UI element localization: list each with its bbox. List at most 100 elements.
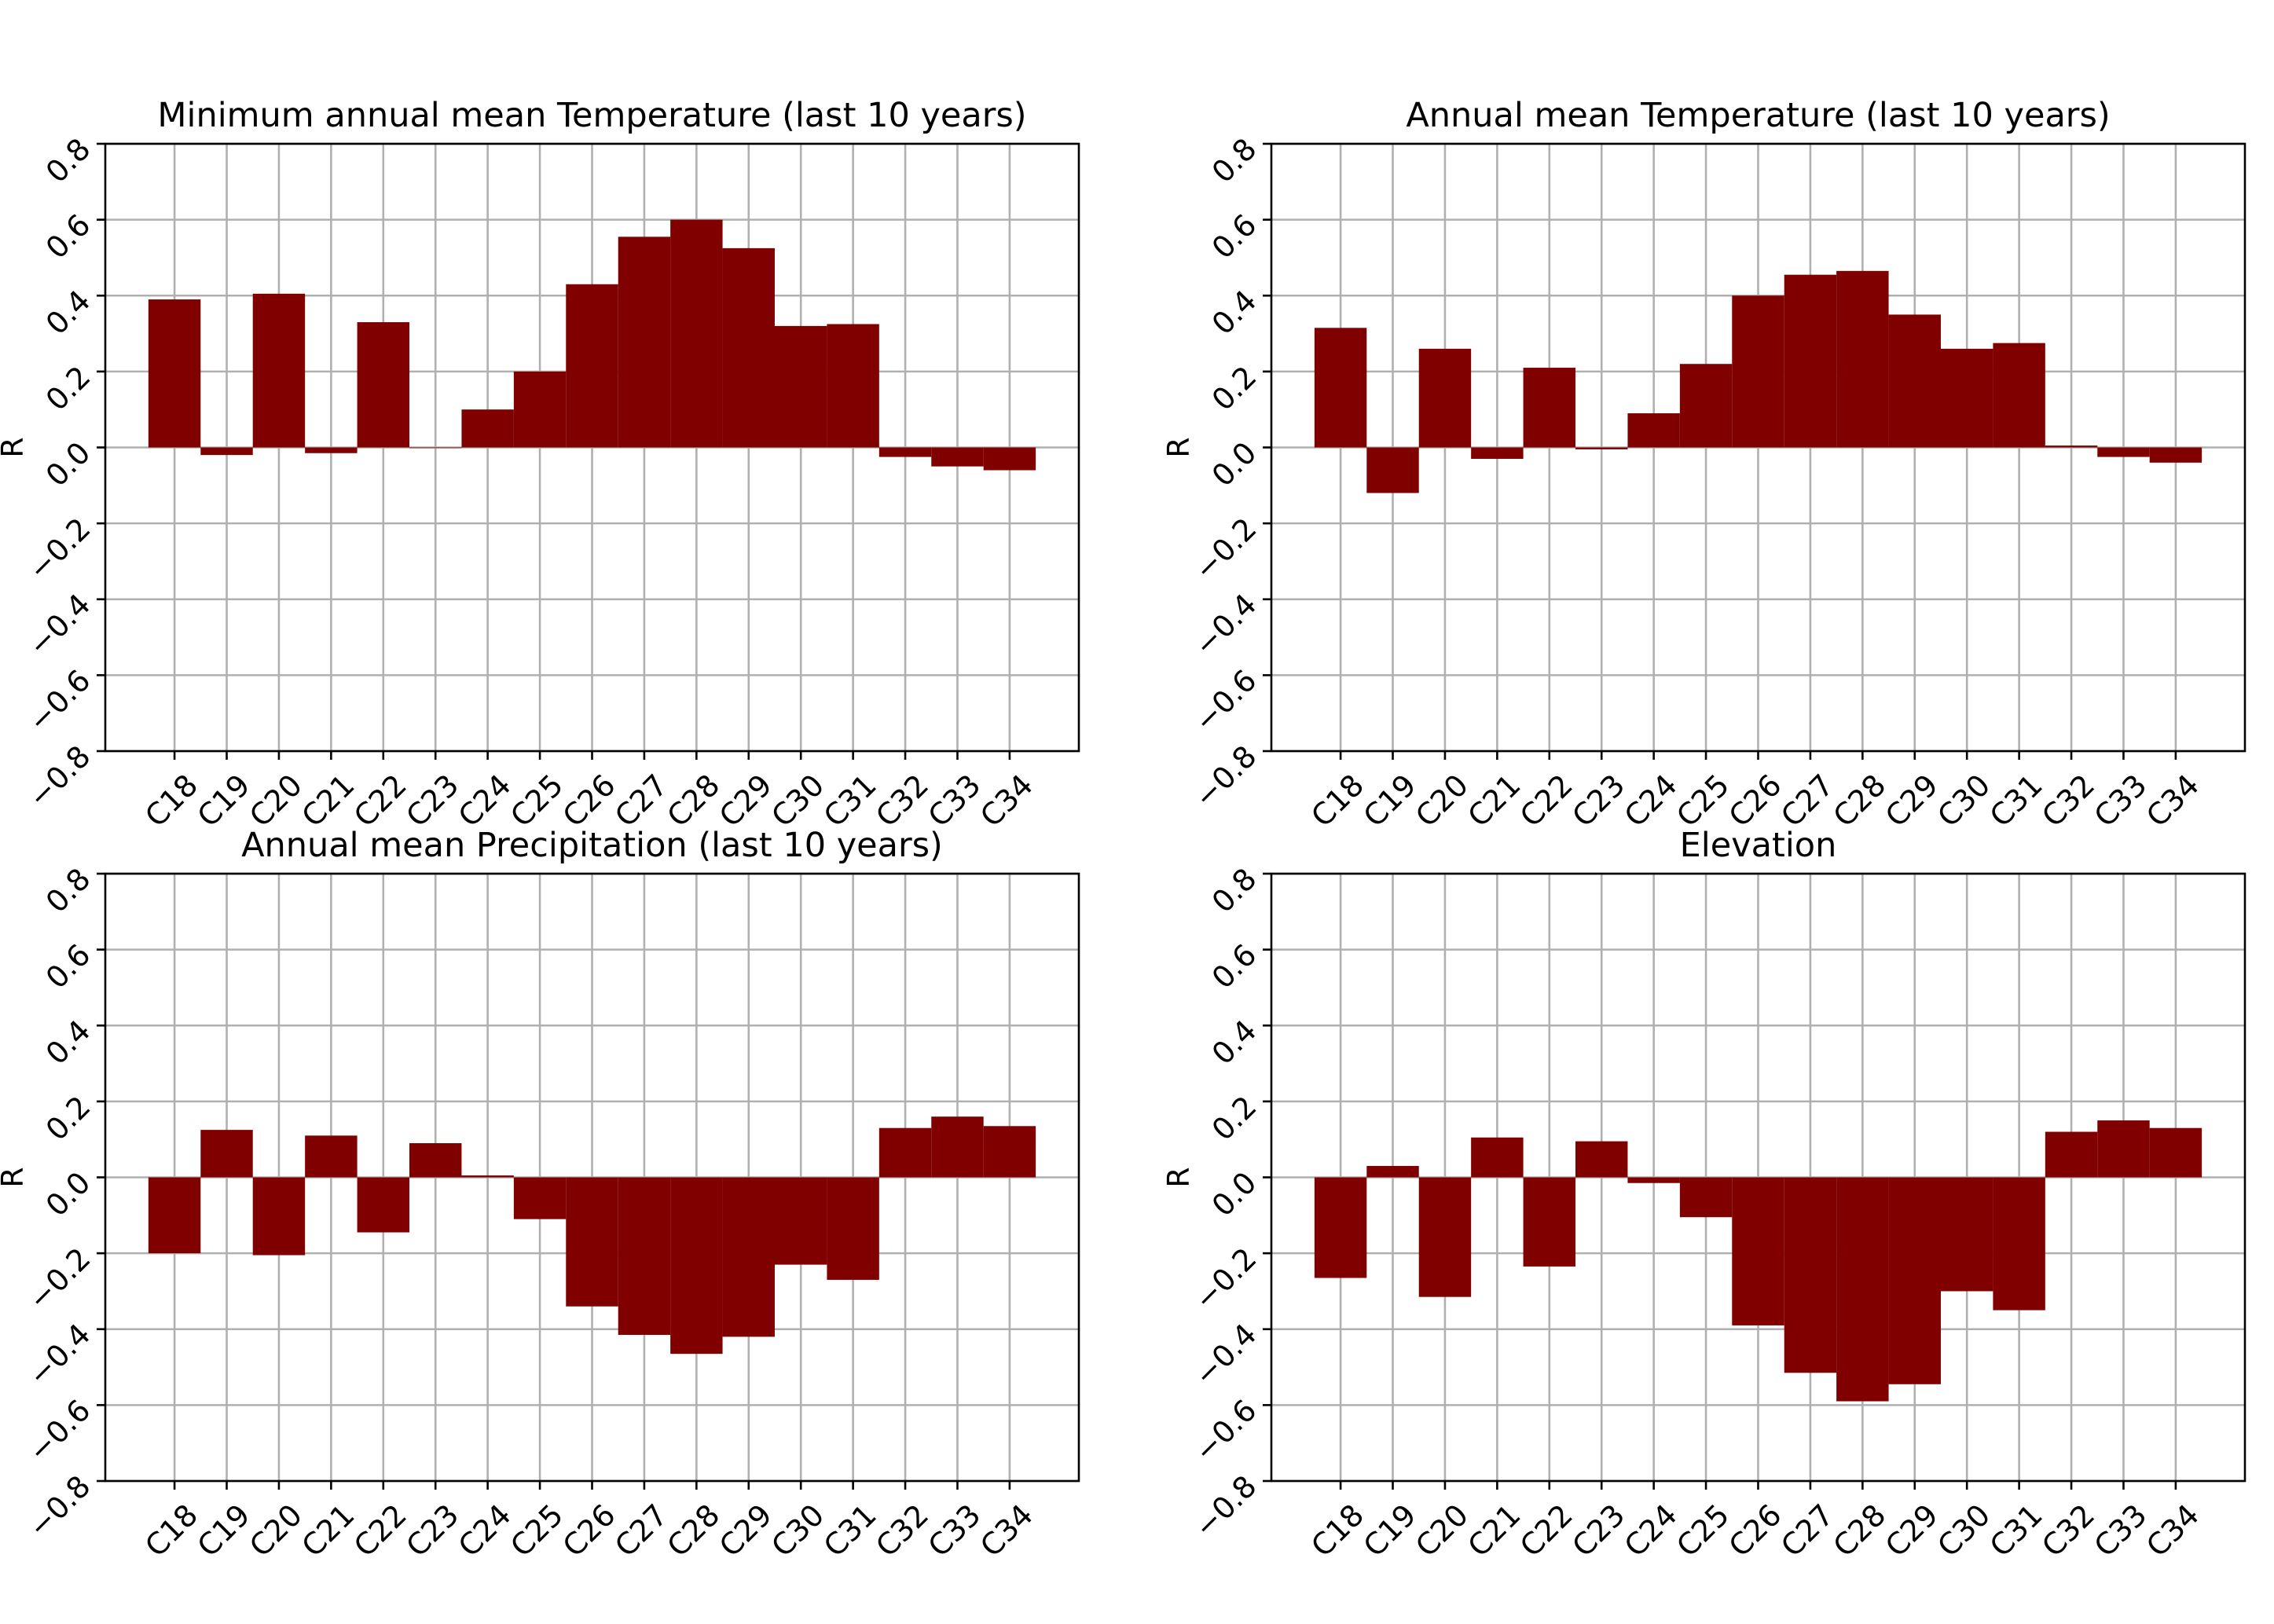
- bar-C32: [878, 1127, 932, 1178]
- bar-C23: [1575, 447, 1628, 449]
- bar-C30: [774, 1177, 827, 1265]
- bar-C24: [1627, 1177, 1680, 1183]
- x-tick-label: C20: [1409, 1498, 1475, 1564]
- y-tick-label: −0.8: [1187, 1468, 1263, 1544]
- bar-C26: [566, 1177, 618, 1307]
- x-tick-label: C32: [2035, 768, 2101, 834]
- bar-C33: [931, 447, 984, 467]
- x-tick-label: C23: [399, 768, 465, 834]
- x-tick-label: C19: [1357, 768, 1423, 834]
- bar-C34: [2149, 447, 2202, 463]
- x-tick-label: C28: [660, 1498, 726, 1564]
- bar-C22: [1523, 1177, 1576, 1267]
- x-tick-label: C28: [1826, 1498, 1892, 1564]
- bar-C30: [774, 325, 827, 448]
- x-tick-label: C33: [922, 768, 988, 834]
- bar-C20: [252, 293, 306, 448]
- bar-C34: [983, 1126, 1036, 1178]
- bar-C24: [461, 1175, 514, 1178]
- bar-C34: [2149, 1127, 2202, 1178]
- y-tick-label: −0.2: [21, 1241, 97, 1317]
- x-tick-label: C21: [295, 768, 361, 834]
- bar-C26: [1732, 1177, 1784, 1325]
- y-tick-label: 0.2: [39, 359, 97, 417]
- y-tick-label: −0.8: [1187, 739, 1263, 814]
- bar-C27: [618, 236, 671, 448]
- x-tick-label: C32: [2035, 1498, 2101, 1564]
- bar-C25: [513, 1177, 567, 1219]
- x-tick-label: C27: [1774, 768, 1840, 834]
- x-tick-label: C18: [1304, 1498, 1370, 1564]
- chart-title: Annual mean Temperature (last 10 years): [1406, 96, 2110, 135]
- x-tick-label: C33: [922, 1498, 988, 1564]
- x-tick-label: C23: [1565, 1498, 1631, 1564]
- x-tick-label: C19: [191, 768, 257, 834]
- x-tick-label: C33: [2088, 768, 2154, 834]
- x-tick-label: C28: [660, 768, 726, 834]
- bar-C31: [1993, 1177, 2045, 1311]
- x-tick-label: C26: [1722, 768, 1788, 834]
- bar-C23: [1575, 1141, 1628, 1178]
- x-tick-label: C20: [1409, 768, 1475, 834]
- y-tick-label: −0.4: [1187, 587, 1263, 662]
- y-axis-label: R: [0, 437, 30, 457]
- bar-C21: [1471, 447, 1524, 459]
- x-tick-label: C21: [1461, 768, 1527, 834]
- x-tick-label: C18: [138, 1498, 204, 1564]
- x-tick-label: C23: [1565, 768, 1631, 834]
- bar-C29: [1888, 314, 1941, 448]
- x-tick-label: C25: [504, 768, 570, 834]
- x-tick-label: C25: [1670, 768, 1736, 834]
- y-tick-label: −0.8: [21, 739, 97, 814]
- bar-C32: [878, 447, 932, 457]
- bar-C18: [1314, 1177, 1367, 1278]
- x-tick-label: C24: [1618, 1498, 1684, 1564]
- bar-C23: [409, 447, 462, 449]
- x-tick-label: C20: [243, 1498, 309, 1564]
- x-tick-label: C22: [347, 768, 413, 834]
- x-tick-label: C30: [765, 768, 831, 834]
- x-tick-label: C22: [1513, 768, 1579, 834]
- x-tick-label: C34: [974, 1498, 1040, 1564]
- bar-C32: [2045, 1131, 2098, 1178]
- bar-C28: [670, 219, 723, 448]
- bar-C30: [1940, 348, 1993, 448]
- x-tick-label: C19: [191, 1498, 257, 1564]
- bar-C28: [670, 1177, 723, 1355]
- x-tick-label: C22: [347, 1498, 413, 1564]
- bar-C33: [2097, 1120, 2150, 1178]
- x-tick-label: C34: [2140, 768, 2206, 834]
- bar-C21: [305, 1135, 358, 1178]
- x-tick-label: C32: [869, 768, 935, 834]
- chart-panel-1: 0.8 0.6 0.4 0.2 0.0 −0.2−0.4−0.6−0.8 C18C19C20…: [0, 96, 1080, 834]
- bar-C18: [148, 299, 201, 448]
- x-tick-label: C22: [1513, 1498, 1579, 1564]
- chart-title: Annual mean Precipitation (last 10 years…: [241, 826, 943, 865]
- y-tick-label: 0.6: [39, 207, 97, 266]
- x-tick-label: C28: [1826, 768, 1892, 834]
- y-tick-label: 0.2: [39, 1089, 97, 1147]
- x-tick-label: C31: [817, 768, 883, 834]
- x-tick-label: C30: [1931, 768, 1997, 834]
- bar-C27: [1784, 274, 1837, 448]
- bar-C28: [1836, 1177, 1889, 1402]
- y-axis-label: R: [1161, 437, 1196, 457]
- x-tick-label: C24: [452, 768, 518, 834]
- y-axis-label: R: [0, 1167, 30, 1187]
- bar-C28: [1836, 270, 1889, 448]
- bar-C29: [722, 1177, 775, 1337]
- y-tick-label: 0.2: [1205, 359, 1264, 417]
- y-tick-label: 0.0: [39, 1165, 97, 1223]
- chart-panel-2: 0.8 0.6 0.4 0.2 0.0 −0.2−0.4−0.6−0.8 C18C19C20…: [1161, 96, 2246, 834]
- x-tick-label: C24: [452, 1498, 518, 1564]
- y-tick-label: −0.2: [1187, 511, 1263, 587]
- bar-C29: [722, 247, 775, 448]
- x-tick-label: C30: [765, 1498, 831, 1564]
- x-tick-label: C24: [1618, 768, 1684, 834]
- bar-C33: [2097, 447, 2150, 457]
- x-tick-label: C29: [1879, 1498, 1945, 1564]
- x-tick-label: C26: [556, 1498, 622, 1564]
- y-tick-label: 0.6: [39, 937, 97, 995]
- y-tick-label: −0.2: [21, 511, 97, 587]
